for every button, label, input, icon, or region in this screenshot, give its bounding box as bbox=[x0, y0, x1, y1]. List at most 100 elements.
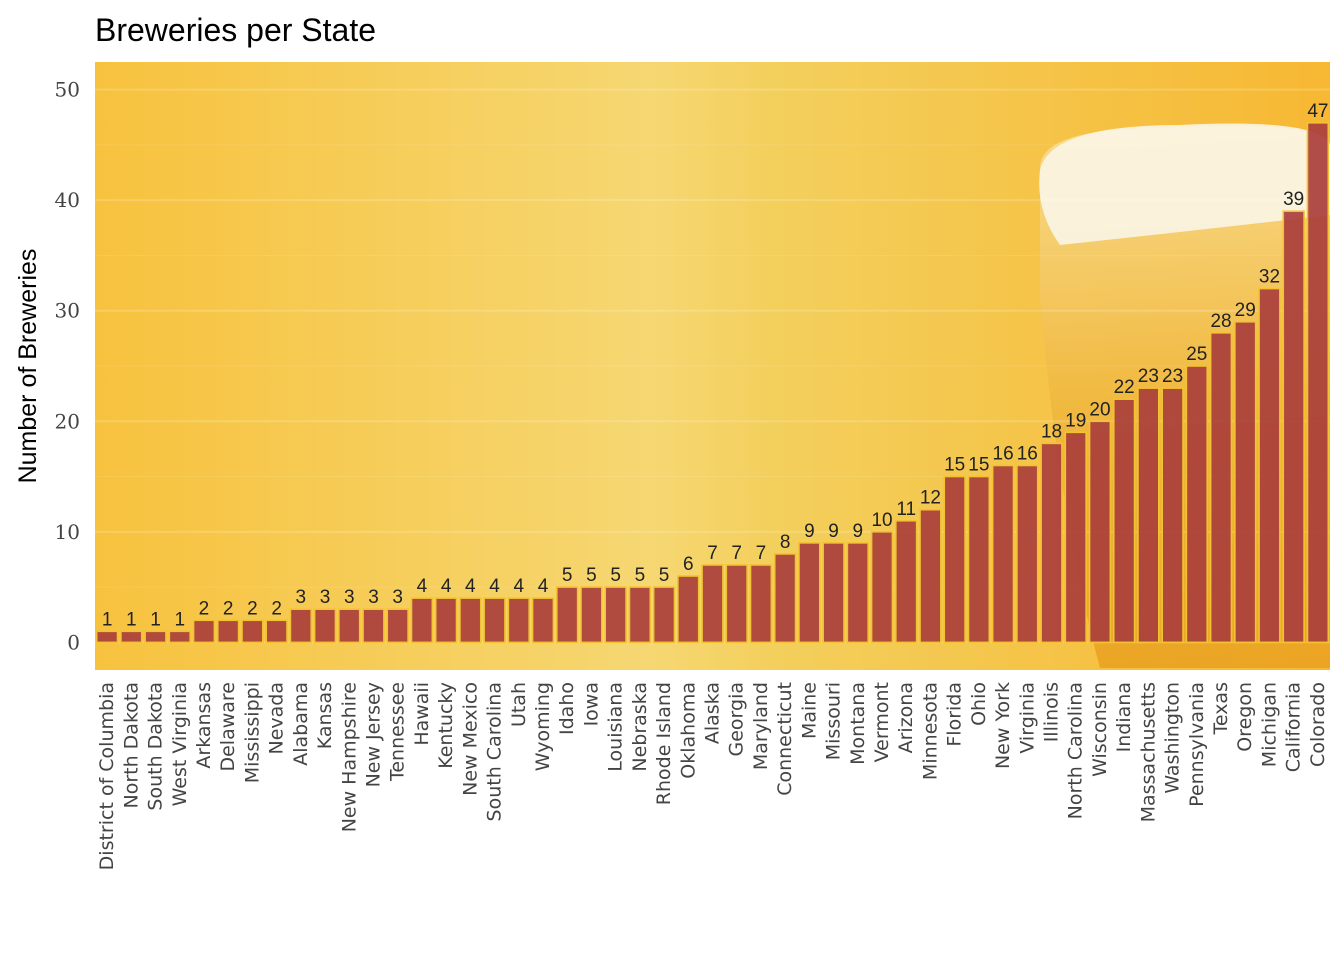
y-tick-label: 10 bbox=[55, 520, 80, 544]
data-label: 2 bbox=[271, 598, 282, 619]
x-tick-label: Alaska bbox=[702, 682, 724, 744]
bar bbox=[95, 630, 119, 644]
x-tick-label: Hawaii bbox=[411, 682, 433, 746]
chart-title: Breweries per State bbox=[95, 12, 376, 48]
x-tick-label: Nevada bbox=[266, 682, 288, 755]
x-tick-label: Rhode Island bbox=[653, 682, 675, 805]
data-label: 8 bbox=[780, 532, 791, 553]
bar bbox=[1112, 398, 1136, 644]
x-tick-label: Idaho bbox=[556, 682, 578, 735]
bar bbox=[1258, 287, 1281, 644]
bar bbox=[241, 619, 264, 644]
x-tick-label: Texas bbox=[1210, 682, 1232, 736]
x-tick-label: Arizona bbox=[895, 682, 917, 753]
x-tick-label: North Carolina bbox=[1065, 682, 1087, 819]
x-tick-label: Missouri bbox=[823, 682, 845, 760]
x-tick-label: South Carolina bbox=[484, 682, 506, 821]
bar bbox=[265, 619, 288, 644]
data-label: 7 bbox=[731, 543, 742, 564]
data-label: 5 bbox=[659, 565, 670, 586]
data-labels: 1 1 1 12 2 2 23 3 3 3 34 4 4 4 4 45 5 5 5 567 7 789 9 910111215… bbox=[102, 101, 1329, 631]
data-label: 18 bbox=[1041, 421, 1062, 442]
x-tick-label: Minnesota bbox=[919, 682, 941, 780]
x-tick-label: Tennessee bbox=[387, 682, 409, 782]
bar bbox=[1161, 387, 1184, 644]
bar bbox=[289, 608, 313, 644]
bar bbox=[362, 608, 385, 644]
bar bbox=[1282, 210, 1305, 644]
x-tick-label: New Hampshire bbox=[338, 682, 360, 832]
bar bbox=[798, 542, 821, 644]
bar bbox=[822, 542, 845, 644]
x-tick-label: Delaware bbox=[217, 682, 239, 772]
x-tick-label: Massachusetts bbox=[1137, 682, 1159, 822]
data-label: 22 bbox=[1114, 377, 1135, 398]
bar bbox=[846, 542, 870, 644]
bar bbox=[459, 597, 482, 644]
data-label: 4 bbox=[441, 576, 452, 597]
x-tick-label: California bbox=[1283, 682, 1305, 772]
bar bbox=[313, 608, 337, 644]
data-label: 9 bbox=[853, 521, 864, 542]
y-tick-label: 20 bbox=[55, 409, 80, 433]
data-label: 4 bbox=[489, 576, 500, 597]
data-label: 6 bbox=[683, 554, 694, 575]
x-tick-label: Kansas bbox=[314, 682, 336, 749]
data-label: 1 bbox=[126, 609, 137, 630]
bar bbox=[1088, 420, 1112, 644]
x-tick-label: Vermont bbox=[871, 682, 893, 762]
x-tick-label: Washington bbox=[1162, 682, 1184, 794]
bar bbox=[652, 586, 676, 644]
x-tick-label: South Dakota bbox=[145, 682, 167, 811]
bar bbox=[507, 597, 530, 644]
x-tick-label: Arkansas bbox=[193, 682, 215, 769]
data-label: 9 bbox=[828, 521, 839, 542]
bar bbox=[895, 519, 918, 644]
data-label: 23 bbox=[1138, 366, 1159, 387]
data-label: 29 bbox=[1235, 300, 1256, 321]
x-tick-label: Pennsylvania bbox=[1186, 682, 1208, 807]
x-tick-label: Iowa bbox=[580, 682, 602, 726]
bar bbox=[338, 608, 361, 644]
bar bbox=[531, 597, 555, 644]
x-tick-label: District of Columbia bbox=[96, 682, 118, 870]
bar bbox=[483, 597, 506, 644]
data-label: 39 bbox=[1283, 189, 1304, 210]
data-label: 3 bbox=[368, 587, 379, 608]
bars bbox=[95, 122, 1330, 644]
bar bbox=[725, 564, 748, 644]
data-label: 11 bbox=[896, 499, 916, 520]
data-label: 32 bbox=[1259, 267, 1280, 288]
bar bbox=[628, 586, 652, 644]
x-tick-label: Maine bbox=[798, 682, 820, 739]
data-label: 2 bbox=[223, 598, 234, 619]
bar bbox=[604, 586, 627, 644]
data-label: 4 bbox=[465, 576, 476, 597]
bar bbox=[580, 586, 603, 644]
data-label: 7 bbox=[707, 543, 718, 564]
x-tick-label: Nebraska bbox=[629, 682, 651, 772]
bar bbox=[749, 564, 773, 644]
x-tick-label: Montana bbox=[847, 682, 869, 765]
bar bbox=[1209, 332, 1233, 644]
data-label: 1 bbox=[102, 609, 113, 630]
data-label: 5 bbox=[562, 565, 573, 586]
x-tick-label: Kentucky bbox=[435, 682, 457, 769]
x-tick-label: Louisiana bbox=[605, 682, 627, 772]
x-tick-label: Ohio bbox=[968, 682, 990, 726]
data-label: 5 bbox=[635, 565, 646, 586]
bar bbox=[701, 564, 724, 644]
x-tick-label: Michigan bbox=[1258, 682, 1280, 767]
x-tick-label: Illinois bbox=[1041, 682, 1063, 742]
x-tick-label: Alabama bbox=[290, 682, 312, 766]
x-tick-label: New York bbox=[992, 682, 1014, 769]
data-label: 19 bbox=[1065, 410, 1086, 431]
x-tick-label: Maryland bbox=[750, 682, 772, 770]
bar bbox=[919, 508, 942, 644]
data-label: 47 bbox=[1307, 101, 1328, 122]
x-axis-ticks: District of Columbia North Dakota South Da… bbox=[96, 682, 1329, 870]
data-label: 3 bbox=[296, 587, 307, 608]
data-label: 7 bbox=[756, 543, 767, 564]
x-tick-label: Utah bbox=[508, 682, 530, 727]
